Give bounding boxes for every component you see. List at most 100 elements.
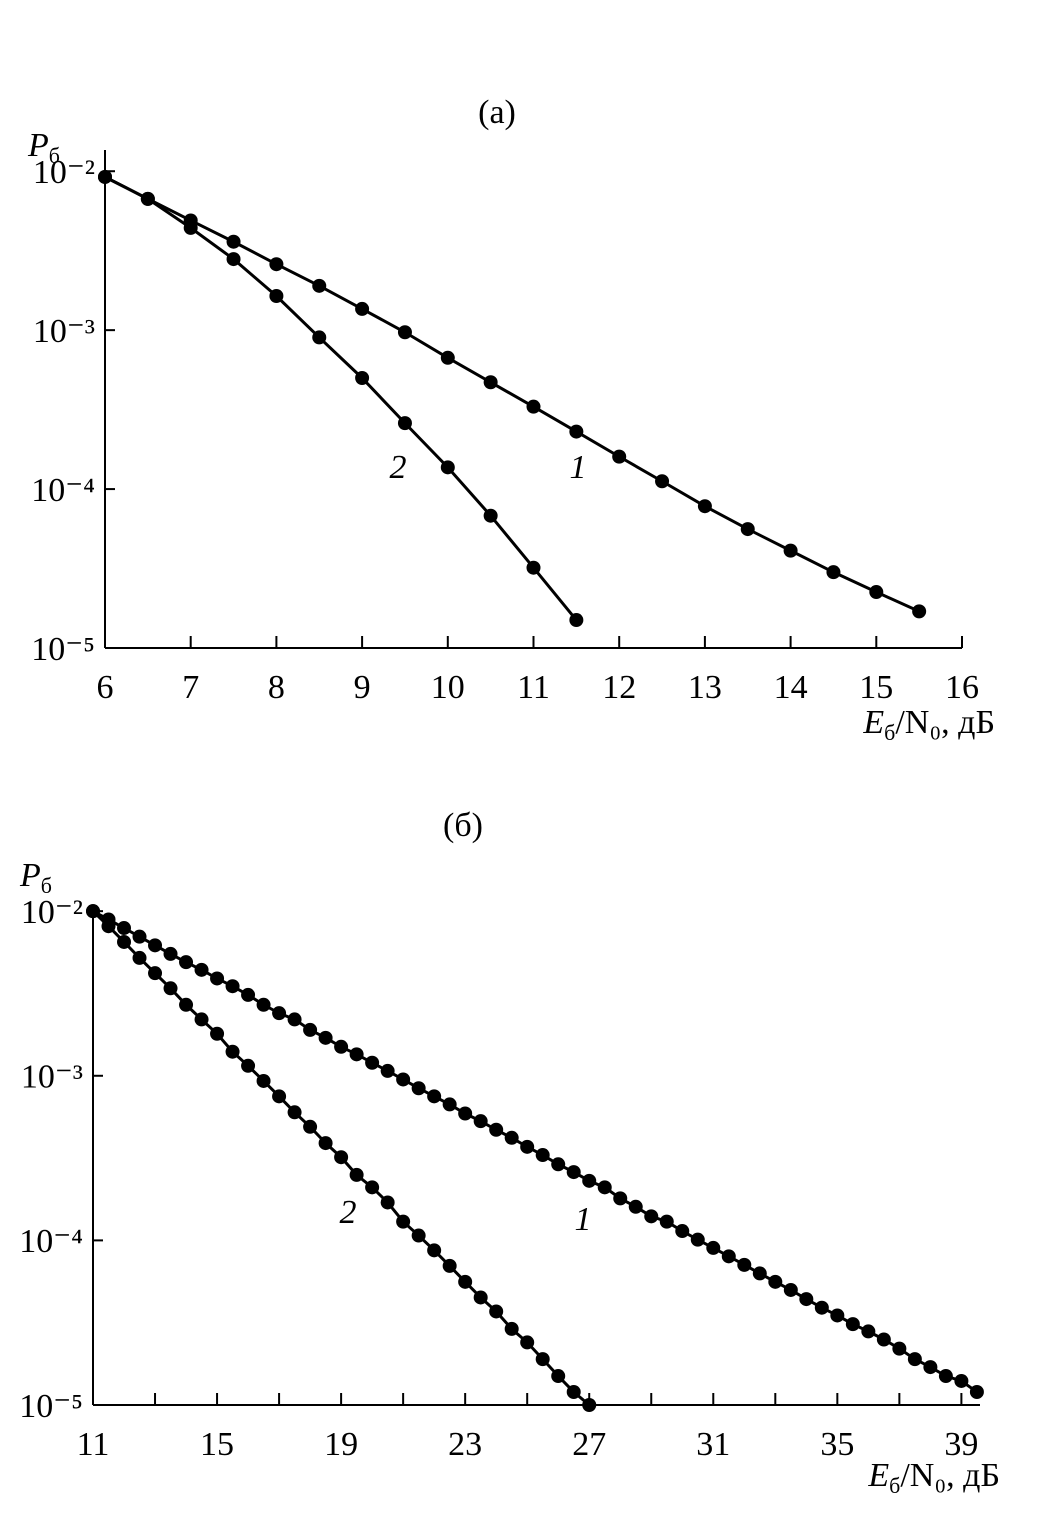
data-point — [690, 1232, 705, 1247]
data-point — [397, 416, 412, 431]
x-tick-label: 15 — [200, 1426, 234, 1463]
data-point — [861, 1324, 876, 1339]
data-point — [520, 1139, 535, 1154]
data-point — [256, 997, 271, 1012]
data-point — [98, 169, 112, 184]
x-tick-label: 35 — [820, 1426, 854, 1463]
data-point — [597, 1180, 612, 1195]
data-point — [440, 350, 455, 365]
data-point — [969, 1384, 984, 1399]
data-point — [954, 1373, 969, 1388]
chart-title: (б) — [443, 807, 483, 844]
data-point — [535, 1352, 550, 1367]
x-tick-label: 9 — [354, 669, 371, 706]
x-tick-label: 31 — [696, 1426, 730, 1463]
data-point — [365, 1055, 380, 1070]
y-tick-label: 10⁻² — [33, 154, 95, 191]
data-point — [148, 966, 163, 981]
data-point — [349, 1047, 364, 1062]
series-line — [104, 175, 920, 613]
x-tick-label: 23 — [448, 1426, 482, 1463]
data-point — [566, 1384, 581, 1399]
data-point — [938, 1369, 953, 1384]
data-point — [225, 979, 240, 994]
x-tick-label: 19 — [324, 1426, 358, 1463]
data-point — [163, 981, 178, 996]
x-tick-label: 10 — [431, 669, 465, 706]
y-axis-label: Pб — [27, 127, 60, 168]
data-point — [117, 921, 132, 936]
x-axis-label: Eб/N₀, дБ — [862, 704, 995, 745]
data-point — [655, 474, 670, 489]
data-point — [226, 234, 241, 249]
data-point — [101, 919, 116, 934]
x-tick-label: 7 — [182, 669, 199, 706]
data-point — [644, 1209, 659, 1224]
data-point — [210, 1026, 225, 1041]
data-point — [826, 565, 841, 580]
data-point — [287, 1105, 302, 1120]
series-label: 1 — [570, 449, 587, 486]
series-line — [104, 175, 578, 621]
y-tick-label: 10⁻² — [21, 894, 83, 931]
data-point — [799, 1292, 814, 1307]
data-point — [241, 1058, 256, 1073]
data-point — [226, 252, 241, 267]
data-point — [526, 399, 541, 414]
data-point — [148, 938, 163, 953]
y-tick-label: 10⁻⁴ — [19, 1223, 83, 1260]
x-tick-label: 12 — [602, 669, 636, 706]
data-point — [752, 1266, 767, 1281]
data-point — [520, 1335, 535, 1350]
data-point — [287, 1012, 302, 1027]
x-tick-label: 6 — [97, 669, 114, 706]
data-point — [380, 1063, 395, 1078]
data-point — [312, 330, 327, 345]
x-tick-label: 11 — [77, 1426, 110, 1463]
data-point — [504, 1130, 519, 1145]
data-point — [783, 543, 798, 558]
data-point — [582, 1398, 597, 1412]
data-point — [269, 257, 284, 272]
data-point — [876, 1332, 891, 1347]
data-point — [86, 904, 100, 919]
data-point — [349, 1167, 364, 1182]
data-point — [869, 585, 884, 600]
x-axis-label: Eб/N₀, дБ — [867, 1457, 1000, 1498]
data-point — [830, 1308, 845, 1323]
data-point — [442, 1258, 457, 1273]
data-point — [458, 1274, 473, 1289]
data-point — [318, 1136, 333, 1151]
data-point — [612, 449, 627, 464]
data-point — [183, 220, 198, 235]
data-point — [256, 1073, 271, 1088]
data-point — [334, 1039, 349, 1054]
x-tick-label: 16 — [945, 669, 979, 706]
y-tick-label: 10⁻⁵ — [31, 631, 95, 668]
y-axis-label: Pб — [19, 857, 52, 898]
data-point — [117, 934, 132, 949]
data-point — [312, 278, 327, 293]
data-point — [411, 1228, 426, 1243]
data-point — [163, 946, 178, 961]
data-point — [132, 929, 147, 944]
data-point — [569, 613, 584, 628]
data-point — [380, 1195, 395, 1210]
data-point — [179, 997, 194, 1012]
x-tick-label: 13 — [688, 669, 722, 706]
y-tick-label: 10⁻⁵ — [19, 1388, 83, 1425]
data-point — [194, 962, 209, 977]
data-point — [535, 1148, 550, 1163]
data-point — [225, 1044, 240, 1059]
data-point — [697, 499, 712, 514]
data-point — [907, 1352, 922, 1367]
data-point — [628, 1199, 643, 1214]
data-point — [210, 971, 225, 986]
data-point — [473, 1114, 488, 1129]
data-point — [272, 1089, 287, 1104]
data-point — [411, 1081, 426, 1096]
data-point — [458, 1106, 473, 1121]
x-tick-label: 27 — [572, 1426, 606, 1463]
data-point — [582, 1173, 597, 1188]
data-point — [355, 301, 370, 316]
